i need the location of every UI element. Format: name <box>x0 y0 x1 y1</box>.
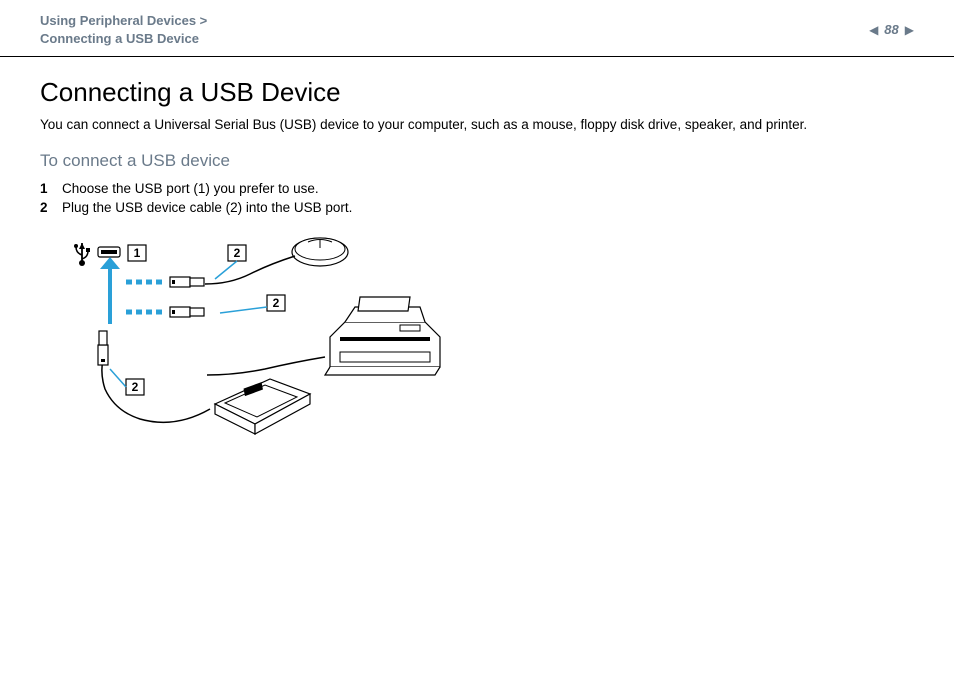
step-item: 2 Plug the USB device cable (2) into the… <box>40 198 914 217</box>
label-2a-text: 2 <box>234 246 241 260</box>
usb-plug-b-icon <box>170 307 204 317</box>
diagram-svg: 1 <box>70 229 490 469</box>
label-box-1: 1 <box>128 245 146 261</box>
page-header: Using Peripheral Devices > Connecting a … <box>0 0 954 56</box>
breadcrumb-line2: Connecting a USB Device <box>40 31 199 46</box>
dash-line-b <box>126 310 162 315</box>
steps-list: 1 Choose the USB port (1) you prefer to … <box>40 179 914 217</box>
intro-text: You can connect a Universal Serial Bus (… <box>40 116 914 135</box>
label-box-2b: 2 <box>220 295 285 313</box>
usb-diagram: 1 <box>70 229 914 474</box>
label-2c-text: 2 <box>132 380 139 394</box>
page-number: 88 <box>884 22 898 37</box>
label-2b-text: 2 <box>273 296 280 310</box>
mouse-icon <box>205 238 348 284</box>
page-title: Connecting a USB Device <box>40 77 914 108</box>
breadcrumb: Using Peripheral Devices > Connecting a … <box>40 12 207 48</box>
usb-symbol-icon <box>74 243 90 266</box>
page-content: Connecting a USB Device You can connect … <box>0 57 954 494</box>
arrow-up-icon <box>100 257 120 324</box>
label-box-2c: 2 <box>110 369 144 395</box>
prev-page-icon[interactable]: ◀ <box>869 23 878 37</box>
label-1-text: 1 <box>134 246 141 260</box>
page-nav: ◀ 88 ▶ <box>869 12 914 37</box>
step-number: 2 <box>40 200 62 215</box>
breadcrumb-line1: Using Peripheral Devices > <box>40 13 207 28</box>
next-page-icon[interactable]: ▶ <box>905 23 914 37</box>
usb-plug-c-icon <box>98 331 108 365</box>
usb-port-icon <box>98 247 120 257</box>
step-text: Plug the USB device cable (2) into the U… <box>62 200 352 215</box>
step-text: Choose the USB port (1) you prefer to us… <box>62 181 319 196</box>
step-item: 1 Choose the USB port (1) you prefer to … <box>40 179 914 198</box>
sub-heading: To connect a USB device <box>40 151 914 171</box>
dash-line-a <box>126 280 162 285</box>
floppy-drive-icon <box>102 359 310 434</box>
step-number: 1 <box>40 181 62 196</box>
printer-icon <box>207 297 440 375</box>
usb-plug-a-icon <box>170 277 204 287</box>
label-box-2a: 2 <box>215 245 246 279</box>
